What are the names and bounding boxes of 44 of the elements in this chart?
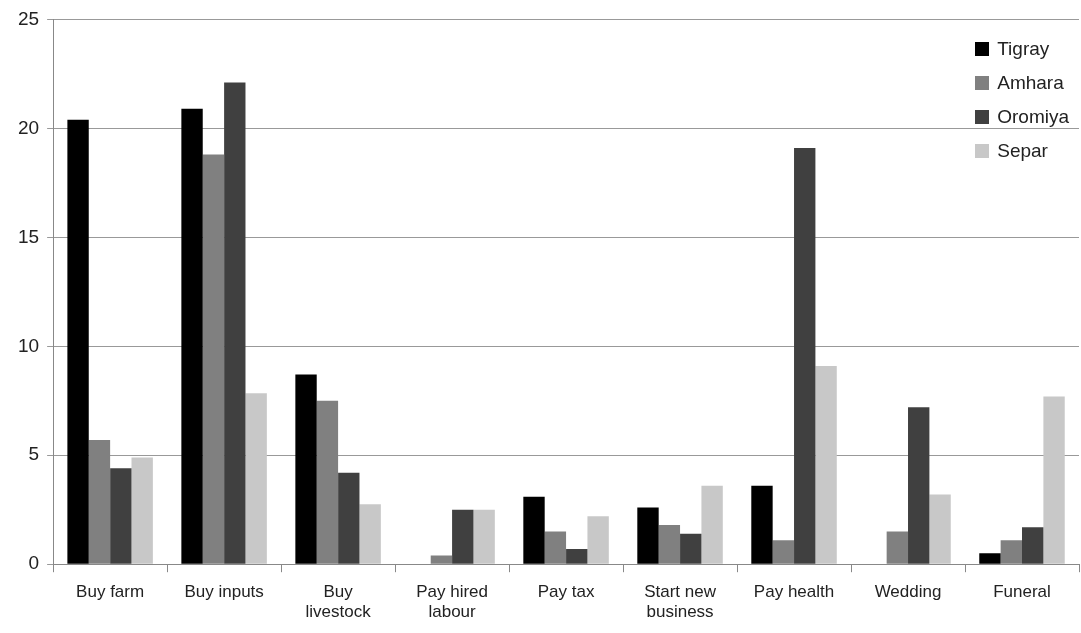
x-tick-label: Pay hired labour (416, 582, 488, 622)
bar (680, 533, 702, 564)
bar (1022, 527, 1044, 564)
bar (452, 509, 474, 564)
bar (181, 108, 203, 564)
bar (637, 507, 659, 564)
bar (908, 407, 930, 564)
x-tick-label: Buy livestock (305, 582, 372, 622)
x-tick-label: Wedding (874, 582, 942, 602)
bar (338, 472, 360, 564)
bar (566, 548, 588, 564)
bar (1043, 396, 1065, 564)
bar (224, 82, 246, 564)
bar (751, 485, 773, 564)
bar (295, 374, 317, 564)
bar (979, 553, 1001, 564)
bar (131, 457, 153, 564)
y-tick-label: 15 (17, 225, 40, 247)
legend-label: Oromiya (997, 106, 1069, 128)
y-tick-label: 0 (28, 552, 40, 574)
y-tick-label: 5 (28, 443, 40, 465)
legend-label: Tigray (997, 38, 1050, 60)
bar (245, 393, 267, 564)
x-tick-label: Start new business (644, 582, 717, 622)
bar (794, 147, 816, 564)
x-tick-label: Buy inputs (184, 582, 264, 602)
bar (67, 119, 89, 564)
bar (110, 468, 132, 564)
x-tick-label: Pay health (753, 582, 835, 602)
x-tick-label: Buy farm (76, 582, 145, 602)
bar (929, 494, 951, 564)
y-tick-label: 10 (17, 334, 40, 356)
bar (473, 509, 495, 564)
bar (701, 485, 723, 564)
bar (815, 365, 837, 564)
bar (359, 504, 381, 564)
y-tick-label: 20 (17, 116, 40, 138)
y-tick-label: 25 (17, 7, 40, 29)
x-tick-label: Pay tax (537, 582, 595, 602)
legend-label: Amhara (997, 72, 1064, 94)
bar (587, 516, 609, 564)
x-tick-label: Funeral (993, 582, 1051, 602)
legend-label: Separ (997, 140, 1048, 162)
bar (523, 496, 545, 564)
